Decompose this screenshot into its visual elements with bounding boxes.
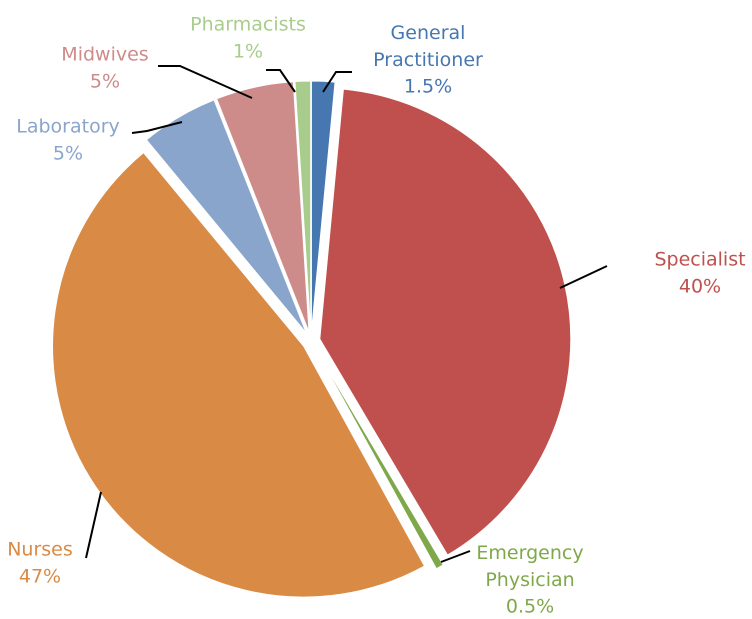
label-line: Physician [485,569,574,591]
value-label: 5% [53,143,83,165]
label-line: General [391,22,466,44]
value-label: 5% [90,71,120,93]
leader-line [266,69,296,93]
category-label: Specialist [654,249,745,271]
value-label: 1% [233,41,263,63]
label-line: Practitioner [373,49,483,71]
value-label: 40% [679,276,721,298]
value-label: 1.5% [404,76,452,98]
leader-line [131,121,183,134]
category-label: Laboratory [16,116,120,138]
category-label: Pharmacists [190,14,306,36]
category-label: Midwives [61,44,148,66]
leader-line [440,550,471,563]
value-label: 47% [19,566,61,588]
leader-line [85,491,102,559]
pie-slice [319,88,572,556]
pie-slice [145,99,307,334]
leader-line [158,65,253,99]
category-label: General Practitioner [373,22,483,71]
pie-slice [215,81,310,333]
category-label: Emergency Physician [476,542,583,591]
pie-slice [294,80,312,333]
category-label: Nurses [7,539,73,561]
pie-slice [315,348,444,570]
pie-slice [310,80,336,333]
label-line: Emergency [476,542,583,564]
leader-line [322,71,352,93]
value-label: 0.5% [506,596,554,618]
pie-slice [52,151,426,598]
leader-line [559,265,608,289]
